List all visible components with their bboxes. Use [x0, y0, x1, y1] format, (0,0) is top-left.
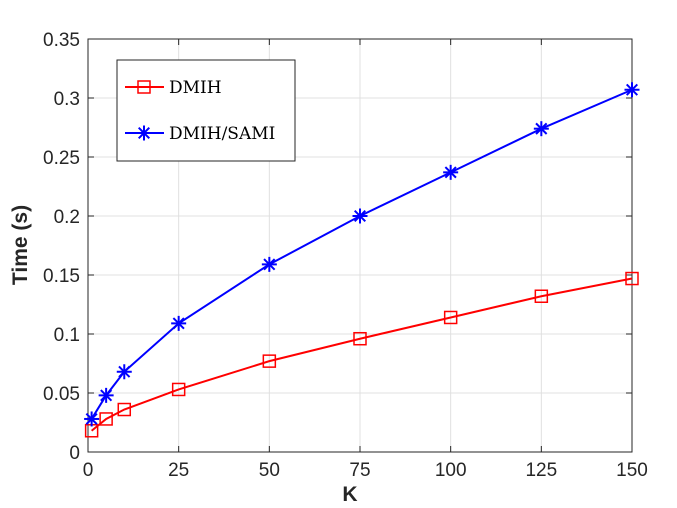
series-dmih: [84, 271, 639, 438]
legend-label: DMIH: [169, 78, 222, 98]
data-point-dmih: [171, 382, 186, 397]
legend-item-dmih-sami: DMIH/SAMI: [125, 124, 275, 144]
marker-stroke: [137, 126, 151, 140]
data-point-dmih: [625, 271, 639, 286]
data-point-dmih: [117, 402, 132, 417]
y-tick-label: 0.2: [54, 207, 80, 228]
legend-box: [116, 59, 296, 162]
data-point-dmih-sami: [116, 364, 132, 380]
x-tick-label: 75: [349, 460, 370, 481]
data-point-dmih-sami: [98, 387, 114, 403]
marker-stroke: [535, 122, 548, 135]
legend-label: DMIH/SAMI: [169, 124, 275, 144]
marker-stroke: [172, 317, 185, 330]
marker-stroke: [353, 209, 367, 223]
legend-marker: [136, 125, 152, 141]
x-tick-label: 50: [259, 460, 280, 481]
series-dmih-sami: [84, 82, 640, 427]
series-layer: [84, 82, 640, 438]
data-point-dmih: [443, 310, 458, 325]
legend-marker: [137, 80, 151, 94]
data-point-dmih-sami: [261, 256, 277, 272]
x-axis-label: K: [342, 483, 357, 506]
y-tick-label: 0.35: [43, 30, 80, 51]
data-point-dmih-sami: [352, 208, 368, 224]
marker-stroke: [100, 389, 113, 402]
marker-stroke: [444, 166, 457, 179]
data-point-dmih: [353, 331, 367, 346]
y-axis-label: Time (s): [9, 205, 32, 285]
marker-stroke: [263, 258, 276, 271]
y-tick-label: 0.25: [43, 148, 80, 169]
legend: DMIH DMIH/SAMI: [116, 59, 296, 162]
data-point-dmih: [262, 354, 277, 368]
axes: 0 25 50 75 100 125 150 0 0.05 0.1 0.15 0.2 0.25 0.3 0.…: [43, 30, 648, 481]
marker-stroke: [85, 412, 98, 425]
marker-stroke: [118, 365, 131, 378]
x-tick-label: 25: [168, 460, 189, 481]
y-tick-label: 0.05: [43, 384, 80, 405]
series-line-dmih: [90, 277, 633, 432]
data-point-dmih-sami: [443, 164, 459, 180]
marker-stroke: [625, 83, 639, 96]
y-tick-label: 0: [69, 443, 80, 464]
data-point-dmih: [534, 289, 549, 303]
legend-item-dmih: DMIH: [125, 78, 222, 98]
y-tick-label: 0.3: [54, 89, 80, 110]
data-point-dmih: [99, 412, 113, 426]
data-point-dmih-sami: [84, 411, 100, 427]
data-point-dmih-sami: [533, 121, 549, 137]
x-tick-label: 100: [435, 460, 467, 481]
data-point-dmih-sami: [171, 315, 187, 331]
y-tick-label: 0.15: [43, 266, 80, 287]
x-tick-label: 150: [616, 460, 648, 481]
y-tick-label: 0.1: [54, 325, 80, 346]
data-point-dmih-sami: [624, 82, 640, 98]
x-tick-label: 0: [83, 460, 94, 481]
x-tick-label: 125: [525, 460, 557, 481]
